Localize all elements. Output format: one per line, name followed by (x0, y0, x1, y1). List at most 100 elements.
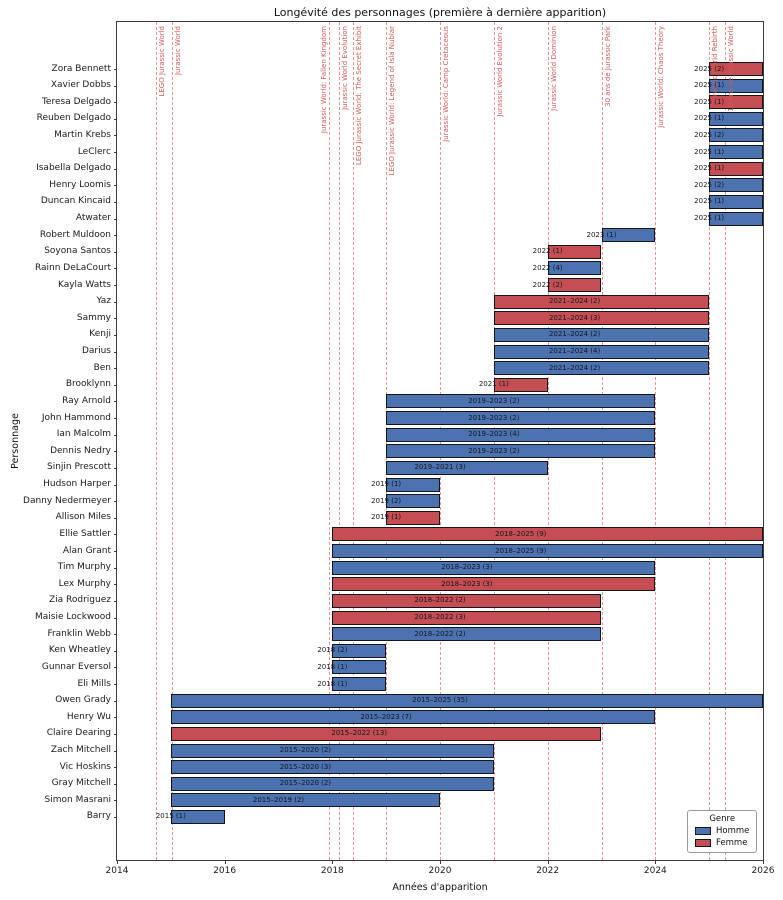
bar-value-label: 2021–2024 (2) (548, 363, 601, 372)
femme-color-swatch (695, 839, 711, 847)
legend: Genre Homme Femme (687, 810, 758, 853)
y-tick-label: Ian Malcolm (56, 429, 111, 440)
chart-title: Longévité des personnages (première à de… (273, 6, 607, 19)
y-tick-label: Vic Hoskins (59, 761, 111, 772)
gantt-bar (386, 427, 656, 442)
bar-value-label: 2025 (1) (694, 81, 725, 90)
y-tick (114, 368, 117, 370)
x-tick (547, 860, 549, 864)
gantt-bar (547, 261, 602, 276)
y-tick-label: Martin Krebs (54, 129, 111, 140)
event-label: LEGO Jurassic World: Legend of Isla Nubl… (388, 26, 397, 176)
gantt-bar (547, 244, 602, 259)
y-tick-label: Robert Muldoon (39, 229, 111, 240)
legend-label-homme: Homme (716, 826, 750, 836)
bar-value-label: 2018 (1) (317, 679, 348, 688)
y-tick (114, 185, 117, 187)
y-tick (114, 218, 117, 220)
gantt-bar (386, 460, 548, 475)
y-tick (114, 384, 117, 386)
y-tick (114, 152, 117, 154)
y-tick (114, 451, 117, 453)
y-tick-label: Reuben Delgado (36, 113, 111, 124)
y-tick-label: Dennis Nedry (50, 445, 111, 456)
gantt-bar (332, 593, 602, 608)
event-line (725, 22, 727, 860)
event-label: Jurassic World: Camp Cretaceous (442, 26, 450, 142)
gantt-bar (332, 544, 763, 559)
y-tick (114, 617, 117, 619)
bar-value-label: 2019–2023 (2) (468, 446, 520, 455)
gantt-bar (332, 627, 602, 642)
gantt-bar (170, 809, 225, 824)
bar-value-label: 2018–2023 (3) (441, 579, 493, 588)
y-tick (114, 69, 117, 70)
y-tick-label: Atwater (75, 213, 111, 224)
gantt-bar (709, 95, 763, 110)
y-tick (114, 717, 117, 719)
x-tick-label: 2022 (536, 866, 560, 876)
gantt-bar (709, 211, 763, 226)
gantt-bar (547, 278, 602, 293)
event-line (338, 22, 340, 860)
gantt-bar (493, 344, 710, 359)
x-tick-label: 2024 (643, 866, 667, 876)
bar-value-label: 2019 (1) (371, 513, 402, 522)
bar-value-label: 2019–2023 (4) (468, 430, 520, 439)
y-tick-label: Claire Dearing (46, 728, 111, 739)
bar-value-label: 2025 (1) (694, 214, 725, 223)
bar-value-label: 2025 (2) (694, 180, 725, 189)
gantt-bar (170, 760, 494, 775)
y-tick-label: Kenji (89, 329, 111, 340)
y-tick (114, 135, 117, 137)
y-tick (114, 85, 117, 87)
bar-value-label: 2015–2019 (2) (252, 795, 305, 804)
y-tick-label: Ellie Sattler (59, 528, 111, 539)
y-tick (114, 551, 117, 553)
y-tick (114, 484, 117, 486)
y-tick-label: Duncan Kincaid (40, 196, 111, 207)
gantt-bar (332, 610, 602, 625)
gantt-bar (493, 361, 710, 376)
y-tick-label: Brooklynn (65, 379, 111, 390)
x-tick-label: 2016 (213, 866, 237, 876)
y-tick-label: Owen Grady (55, 695, 111, 706)
gantt-bar (386, 510, 440, 525)
y-tick-label: Zia Rodriguez (49, 595, 111, 606)
legend-item-homme: Homme (695, 826, 749, 836)
gantt-bar (709, 62, 763, 76)
y-tick-label: John Hammond (41, 412, 111, 423)
y-tick-label: Gunnar Eversol (41, 661, 111, 672)
y-tick (114, 534, 117, 536)
y-tick-label: Sammy (76, 312, 111, 323)
event-label: Jurassic World Evolution (340, 26, 349, 110)
y-tick-label: Xavier Dobbs (50, 80, 111, 91)
y-tick-label: Zach Mitchell (50, 745, 111, 755)
x-tick (440, 860, 441, 864)
bar-value-label: 2022 (1) (532, 247, 563, 256)
bar-value-label: 2021 (1) (478, 380, 509, 389)
y-tick-label: Soyona Santos (44, 246, 111, 257)
event-line (709, 22, 711, 860)
event-label: Jurassic World (173, 26, 182, 76)
bar-value-label: 2018–2025 (9) (495, 529, 547, 538)
event-label: Jurassic World: Fallen Kingdom (319, 26, 328, 134)
y-tick-label: Tim Murphy (57, 562, 111, 573)
y-tick (114, 418, 117, 420)
bar-value-label: 2025 (1) (694, 147, 725, 156)
y-tick (114, 600, 117, 602)
y-tick-label: Simon Masrani (44, 794, 111, 805)
gantt-bar (332, 677, 387, 691)
y-tick-label: Sinjin Prescott (47, 462, 111, 473)
y-tick-label: Ken Wheatley (48, 645, 111, 656)
gantt-bar (709, 178, 763, 193)
bar-value-label: 2023 (1) (586, 230, 617, 239)
gantt-bar (332, 643, 387, 658)
gantt-bar (709, 145, 763, 160)
y-tick (114, 334, 117, 336)
bar-value-label: 2015 (1) (155, 812, 186, 821)
bar-value-label: 2022 (2) (532, 280, 563, 289)
y-tick (114, 750, 117, 752)
gantt-bar (709, 111, 763, 126)
